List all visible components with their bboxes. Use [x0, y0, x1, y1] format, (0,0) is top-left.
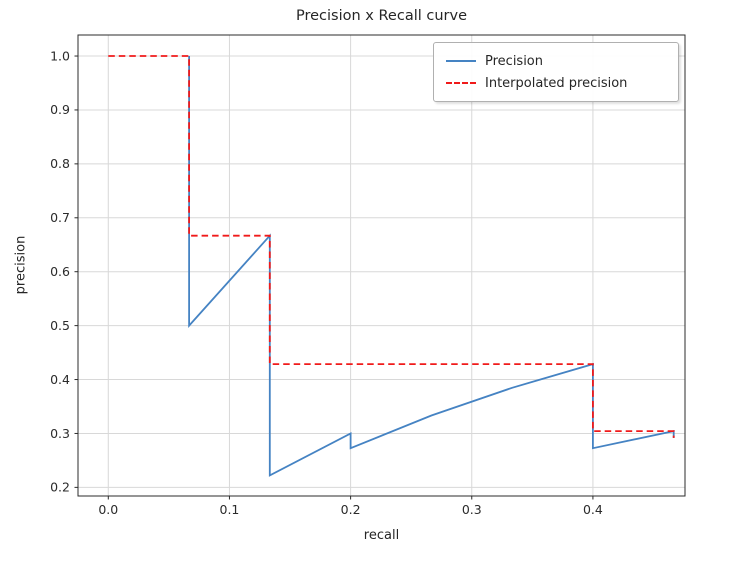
x-tick-label: 0.4 [583, 502, 603, 517]
axes-frame [77, 34, 686, 497]
y-tick-label: 0.2 [50, 480, 70, 495]
y-axis-label: precision [13, 235, 29, 295]
interpolated-precision-line [108, 55, 675, 438]
interpolated-precision-line-swatch [446, 82, 476, 84]
x-tick-label: 0.2 [341, 502, 361, 517]
y-tick-label: 0.5 [50, 318, 70, 333]
y-tick-label: 0.6 [50, 264, 70, 279]
x-tick-label: 0.3 [462, 502, 482, 517]
y-tick-label: 0.3 [50, 426, 70, 441]
legend-label-interpolated-precision: Interpolated precision [485, 75, 628, 91]
precision-line [188, 56, 675, 477]
y-tick-label: 0.7 [50, 210, 70, 225]
y-tick-label: 0.9 [50, 102, 70, 117]
chart-title: Precision x Recall curve [296, 8, 467, 24]
x-axis-label: recall [363, 528, 400, 543]
x-tick-label: 0.0 [98, 502, 118, 517]
legend: Precision Interpolated precision [433, 42, 679, 102]
y-tick-label: 1.0 [50, 48, 70, 63]
y-tick-label: 0.4 [50, 372, 70, 387]
legend-entry-precision: Precision [444, 50, 668, 72]
y-tick-label: 0.8 [50, 156, 70, 171]
precision-line-swatch [446, 60, 476, 62]
legend-entry-interpolated-precision: Interpolated precision [444, 72, 668, 94]
legend-label-precision: Precision [485, 53, 544, 69]
x-tick-label: 0.1 [220, 502, 240, 517]
